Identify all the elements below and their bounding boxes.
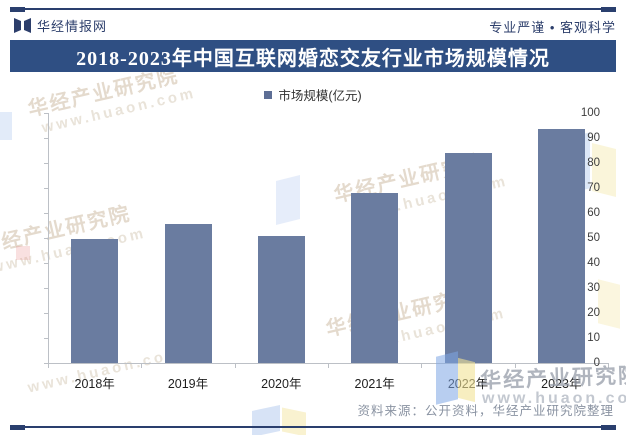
- x-tick-label: 2018年: [74, 377, 115, 391]
- bar-2021年: [351, 193, 399, 363]
- y-tick: [44, 188, 48, 189]
- x-tick-label: 2023年: [541, 377, 582, 391]
- bar-2023年: [537, 129, 585, 363]
- brand-header: 华经情报网: [14, 15, 616, 35]
- y-axis: [48, 113, 49, 364]
- y-tick: [44, 213, 48, 214]
- bar-2019年: [164, 224, 212, 363]
- y-tick: [44, 313, 48, 314]
- y-tick-label: 60: [587, 207, 600, 219]
- y-tick-label: 0: [593, 357, 600, 369]
- x-tick: [608, 364, 609, 368]
- bottom-divider: [10, 424, 616, 430]
- y-tick-label: 100: [580, 107, 600, 119]
- x-tick: [514, 364, 516, 368]
- x-tick-label: 2020年: [261, 377, 302, 391]
- x-tick: [234, 364, 236, 368]
- x-tick: [48, 364, 49, 368]
- y-tick: [44, 238, 48, 239]
- decorative-shape: [282, 407, 306, 435]
- legend-label: 市场规模(亿元): [278, 89, 362, 103]
- divider-cap: [10, 6, 25, 12]
- chart-title: 2018-2023年中国互联网婚恋交友行业市场规模情况: [76, 47, 550, 70]
- top-divider: [10, 6, 616, 12]
- y-tick: [44, 263, 48, 264]
- x-tick: [421, 364, 423, 368]
- y-tick: [44, 113, 48, 114]
- plot-area: 0 10 20 30 40 50 60 70 80 90 100 2018年 2019年 2020年 202…: [44, 107, 609, 391]
- x-tick-label: 2019年: [167, 377, 209, 391]
- title-banner: 2018-2023年中国互联网婚恋交友行业市场规模情况: [10, 40, 616, 72]
- decorative-shape: [0, 112, 12, 140]
- y-tick-label: 10: [587, 332, 600, 344]
- divider-cap: [601, 424, 616, 430]
- y-tick-label: 20: [587, 307, 600, 319]
- y-tick-label: 70: [587, 182, 600, 194]
- x-axis: [48, 363, 609, 364]
- y-tick: [44, 338, 48, 339]
- y-tick: [44, 138, 48, 139]
- x-tick: [141, 364, 143, 368]
- brand-logo-icon: [14, 17, 31, 33]
- legend-marker-icon: [264, 90, 273, 99]
- y-tick: [44, 163, 48, 164]
- decorative-shape: [252, 405, 280, 435]
- data-source: 资料来源：公开资料，华经产业研究院整理: [357, 404, 614, 418]
- y-tick-label: 50: [587, 232, 600, 244]
- brand-name: 华经情报网: [37, 18, 108, 34]
- y-tick: [44, 288, 48, 289]
- chart-legend: 市场规模(亿元): [0, 85, 626, 104]
- bar-2022年: [444, 152, 492, 363]
- x-tick: [328, 364, 329, 368]
- y-tick-label: 80: [587, 157, 600, 169]
- y-tick-label: 30: [587, 282, 600, 294]
- header-tagline: 专业严谨 • 客观科学: [489, 20, 616, 35]
- bar-2018年: [71, 239, 119, 363]
- y-tick-label: 40: [587, 257, 600, 269]
- y-tick-label: 90: [587, 132, 600, 144]
- bar-2020年: [257, 235, 305, 363]
- y-tick: [44, 363, 48, 364]
- x-tick-label: 2021年: [354, 377, 395, 391]
- x-tick-label: 2022年: [447, 377, 489, 391]
- divider-cap: [601, 6, 616, 12]
- decorative-shape: [16, 246, 30, 260]
- divider-cap: [10, 424, 25, 430]
